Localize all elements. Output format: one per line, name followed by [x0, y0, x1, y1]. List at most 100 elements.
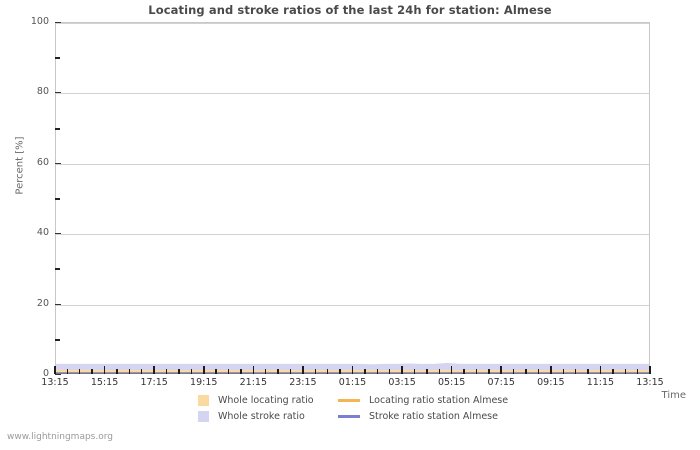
x-tick-minor: [265, 369, 267, 374]
x-tick-label: 01:15: [338, 377, 367, 388]
x-tick-minor: [463, 369, 465, 374]
y-tick-major: [55, 22, 61, 23]
legend-row: Whole locating ratio Locating ratio stat…: [198, 392, 528, 408]
x-tick-minor: [91, 369, 93, 374]
plot-inner: [56, 23, 649, 373]
x-tick-minor: [438, 369, 440, 374]
x-tick-label: 17:15: [140, 377, 168, 388]
legend-swatch-icon: [198, 410, 209, 422]
y-tick-label: 100: [30, 16, 49, 27]
x-tick-minor: [277, 369, 279, 374]
x-tick-minor: [562, 369, 564, 374]
legend-entry-whole-stroke-ratio: Whole stroke ratio: [198, 410, 338, 422]
y-tick-minor: [55, 338, 60, 341]
chart-title: Locating and stroke ratios of the last 2…: [148, 3, 552, 17]
x-tick-minor: [178, 369, 180, 374]
x-tick-label: 13:15: [41, 377, 69, 388]
x-tick-minor: [314, 369, 316, 374]
x-tick-minor: [327, 369, 329, 374]
x-tick-minor: [525, 369, 527, 374]
y-tick-major: [55, 303, 61, 305]
gridline: [56, 163, 649, 165]
x-tick-major: [550, 366, 552, 374]
legend-label: Whole stroke ratio: [218, 410, 305, 422]
x-tick-label: 03:15: [388, 377, 416, 388]
x-tick-major: [649, 366, 651, 374]
legend-entry-locating-ratio-station: Locating ratio station Almese: [338, 395, 508, 406]
x-tick-minor: [190, 369, 193, 374]
y-tick-label: 20: [36, 297, 49, 309]
x-tick-label: 15:15: [90, 377, 119, 388]
x-tick-major: [202, 366, 205, 374]
legend-swatch-icon: [198, 394, 209, 406]
legend-line-icon: [338, 414, 360, 418]
x-tick-minor: [587, 369, 589, 374]
x-tick-label: 19:15: [190, 377, 218, 388]
x-tick-label: 23:15: [289, 377, 317, 388]
x-tick-major: [351, 366, 354, 374]
legend-label: Whole locating ratio: [218, 394, 314, 406]
x-tick-label: 05:15: [437, 377, 466, 388]
y-tick-label: 0: [42, 368, 49, 379]
y-tick-minor: [55, 127, 60, 130]
gridline: [56, 93, 649, 95]
x-tick-minor: [624, 369, 626, 374]
x-tick-label: 21:15: [239, 377, 268, 388]
y-tick-label: 80: [36, 86, 49, 98]
x-tick-minor: [227, 369, 230, 374]
watermark: www.lightningmaps.org: [7, 432, 113, 442]
x-tick-minor: [475, 369, 478, 374]
x-tick-major: [103, 366, 106, 374]
x-tick-label: 07:15: [487, 377, 515, 388]
x-tick-minor: [79, 369, 81, 374]
legend-row: Whole stroke ratio Stroke ratio station …: [198, 408, 528, 424]
y-tick-label: 40: [36, 227, 49, 239]
x-tick-label: 11:15: [586, 377, 615, 388]
x-tick-minor: [388, 369, 391, 374]
x-tick-minor: [339, 369, 341, 374]
x-tick-minor: [116, 369, 118, 374]
x-tick-major: [599, 366, 602, 374]
legend-entry-stroke-ratio-station: Stroke ratio station Almese: [338, 411, 498, 422]
y-tick-major: [55, 92, 61, 94]
x-tick-major: [302, 366, 304, 374]
x-tick-major: [401, 366, 403, 374]
gridline: [56, 304, 649, 306]
x-tick-minor: [488, 369, 490, 374]
x-tick-major: [450, 366, 453, 374]
y-axis-label: Percent [%]: [14, 136, 26, 195]
x-tick-minor: [612, 369, 614, 374]
x-tick-minor: [215, 369, 217, 374]
x-tick-minor: [141, 369, 143, 374]
x-tick-minor: [636, 369, 639, 374]
x-tick-major: [252, 366, 255, 374]
x-tick-minor: [426, 369, 428, 374]
x-tick-minor: [512, 369, 515, 374]
x-tick-minor: [376, 369, 378, 374]
x-tick-major: [153, 366, 155, 374]
x-tick-minor: [128, 369, 131, 374]
x-tick-major: [54, 366, 56, 374]
chart-legend: Whole locating ratio Locating ratio stat…: [198, 392, 528, 424]
x-tick-major: [500, 366, 503, 374]
x-tick-label: 09:15: [537, 377, 565, 388]
legend-label: Stroke ratio station Almese: [369, 410, 498, 422]
x-tick-minor: [289, 369, 292, 374]
y-tick-minor: [55, 57, 60, 60]
x-tick-minor: [364, 369, 366, 374]
y-tick-label: 60: [36, 156, 49, 168]
x-tick-minor: [413, 369, 416, 374]
legend-entry-whole-locating-ratio: Whole locating ratio: [198, 394, 338, 406]
gridline: [56, 23, 649, 24]
y-tick-minor: [55, 268, 60, 271]
legend-line-icon: [338, 398, 360, 402]
plot-area: [55, 22, 650, 374]
legend-label: Locating ratio station Almese: [369, 394, 509, 406]
x-axis-label: Time: [661, 390, 686, 401]
x-tick-label: 13:15: [636, 377, 664, 388]
x-tick-minor: [574, 369, 577, 374]
gridline: [56, 234, 649, 236]
x-tick-minor: [66, 369, 69, 374]
series-layer: [56, 362, 649, 373]
